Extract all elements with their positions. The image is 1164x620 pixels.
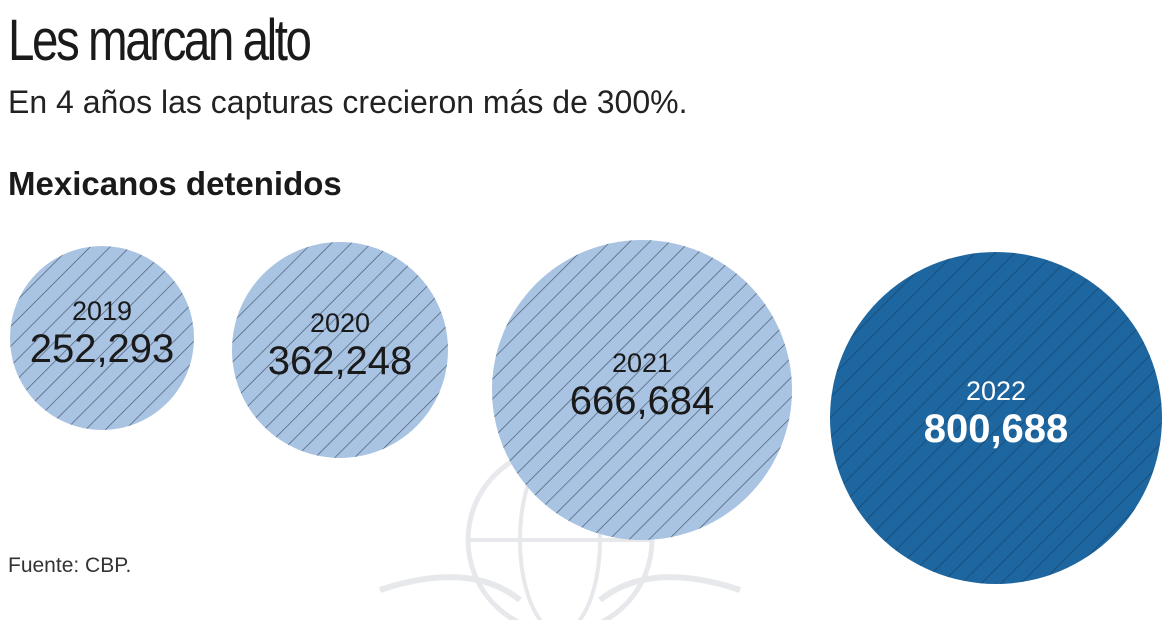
bubble-value-label: 362,248 [268,339,413,383]
bubble-hatch-2020 [232,242,448,458]
bubble-year-label: 2021 [612,348,672,378]
bubble-year-label: 2019 [72,296,132,326]
bubble-hatch-2019 [10,246,194,430]
source-note: Fuente: CBP. [8,554,132,577]
bubble-value-label: 252,293 [30,327,175,371]
bubble-hatch-2022 [830,252,1162,584]
chart-subtitle: En 4 años las capturas crecieron más de … [8,84,688,120]
chart-title: Les marcan alto [8,8,312,73]
bubble-value-label: 666,684 [570,379,715,423]
bubble-year-label: 2022 [966,376,1026,406]
section-title: Mexicanos detenidos [8,165,342,202]
bubble-year-label: 2020 [310,308,370,338]
bubble-value-label: 800,688 [924,407,1069,451]
bubble-hatch-2021 [492,240,792,540]
